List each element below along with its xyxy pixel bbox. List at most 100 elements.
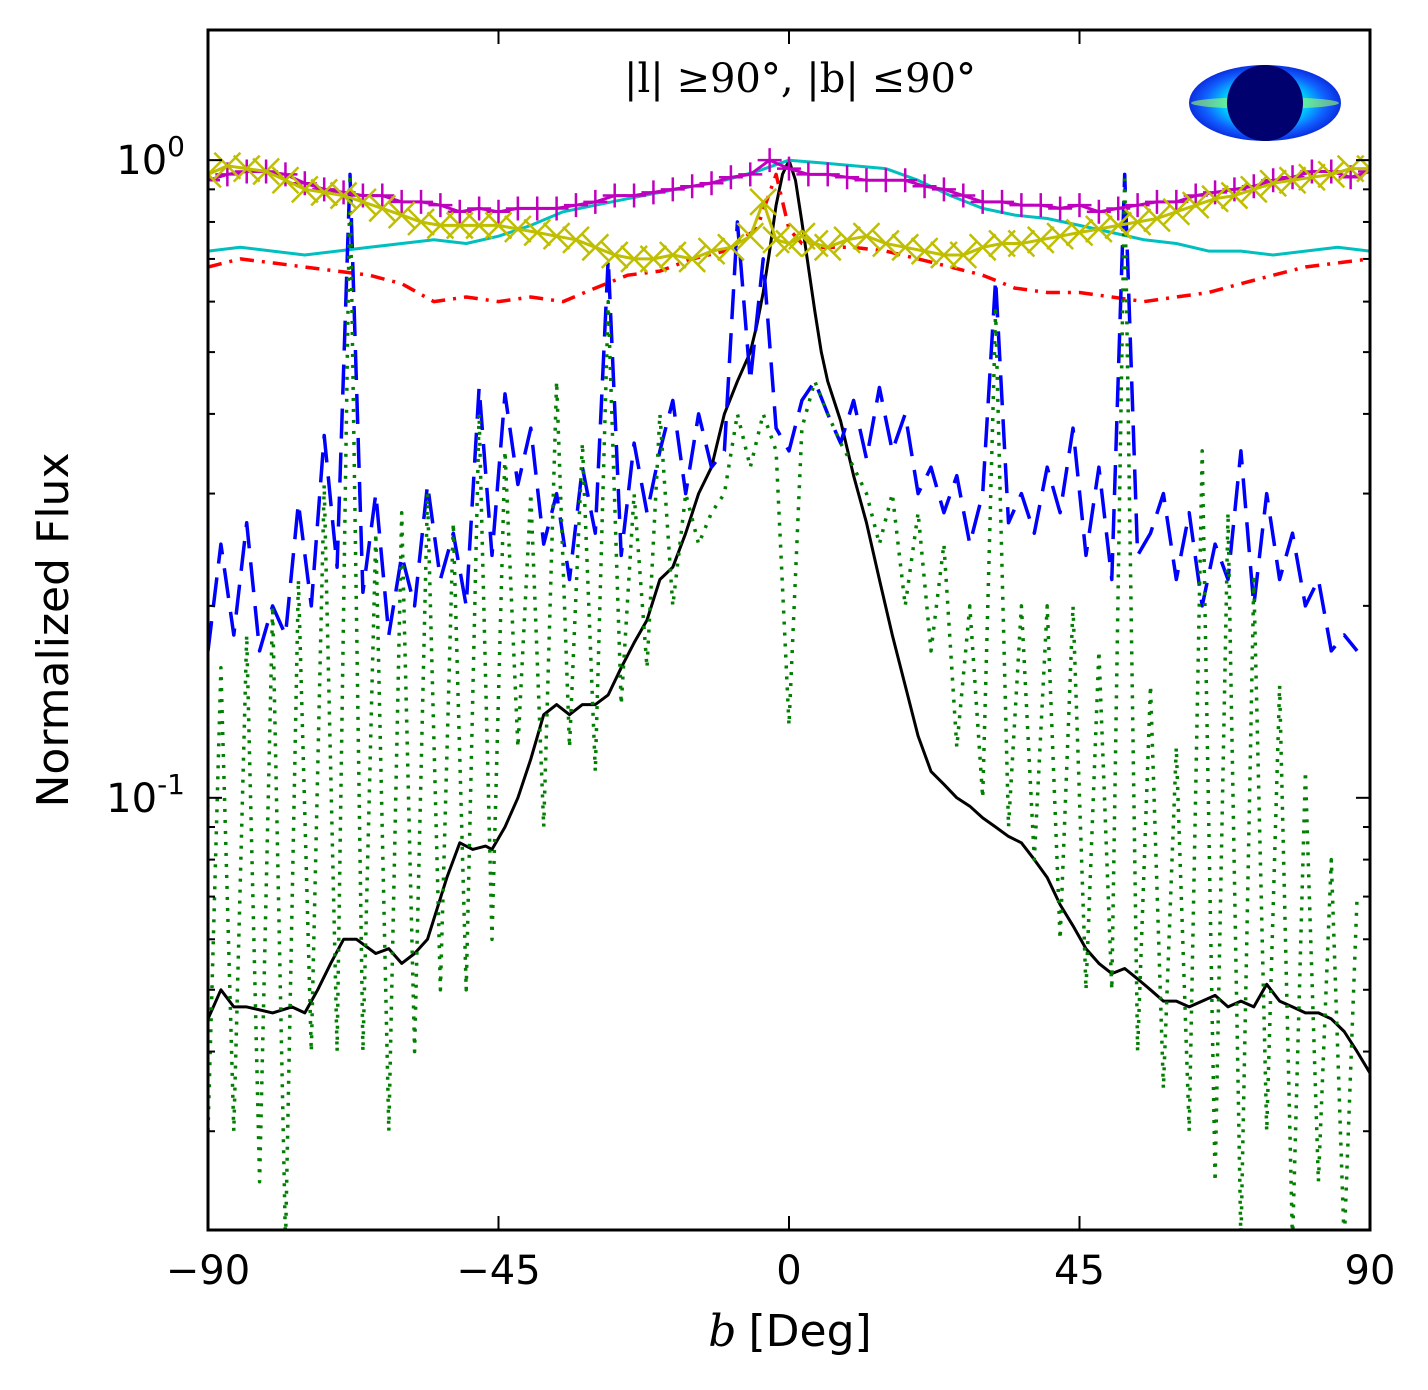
plus-marker	[815, 162, 840, 187]
plus-marker	[1358, 159, 1370, 184]
x-tick-labels: −90 −45 0 45 90	[166, 1248, 1396, 1294]
y-tick-exponent: 0	[167, 130, 185, 163]
x-marker	[426, 211, 455, 240]
x-tick-label: 45	[1054, 1248, 1105, 1294]
plus-marker	[447, 199, 472, 224]
plus-marker	[428, 193, 453, 218]
plus-marker	[583, 189, 608, 214]
plus-marker	[312, 177, 337, 202]
x-tick-label: 0	[776, 1248, 801, 1294]
plus-marker	[912, 174, 937, 199]
x-marker	[387, 201, 416, 229]
x-tick-label: −90	[166, 1248, 250, 1294]
plus-marker	[292, 171, 317, 196]
plus-marker	[1222, 177, 1247, 202]
plus-marker	[544, 196, 569, 221]
plus-marker	[622, 183, 647, 208]
y-tick-label: 100	[116, 130, 185, 184]
x-marker	[562, 225, 590, 254]
x-axis-variable: b	[708, 1306, 736, 1357]
x-marker	[891, 233, 920, 262]
series-line-black-solid	[208, 158, 1370, 1074]
x-marker	[788, 222, 816, 251]
x-marker	[910, 237, 939, 266]
x-marker	[813, 233, 842, 262]
sky-map-inset	[1189, 65, 1341, 141]
plus-marker	[893, 168, 918, 193]
plus-marker	[467, 196, 492, 221]
series-line-red-dashdot	[208, 172, 1370, 304]
y-axis-label: Normalized Flux	[28, 453, 79, 808]
x-marker	[775, 229, 803, 258]
plus-marker	[1028, 193, 1053, 218]
plus-marker	[273, 162, 298, 187]
sky-map-mask	[1227, 65, 1303, 141]
x-tick-label: −45	[456, 1248, 540, 1294]
x-marker	[368, 194, 397, 223]
plus-marker	[835, 165, 860, 190]
x-tick-label: 90	[1345, 1248, 1396, 1294]
series-red-dashdot	[208, 172, 1370, 304]
plus-marker	[1261, 168, 1286, 193]
plus-marker	[409, 189, 434, 214]
x-marker	[717, 233, 745, 262]
plus-marker	[208, 168, 220, 193]
series-layer	[208, 148, 1370, 1230]
plus-marker	[990, 189, 1015, 214]
x-marker	[1220, 181, 1249, 210]
x-marker	[658, 241, 687, 269]
y-tick-exponent: -1	[157, 768, 185, 801]
chart-title: |l| ≥90°, |b| ≤90°	[624, 56, 976, 102]
x-axis-unit: [Deg]	[748, 1306, 871, 1357]
x-marker	[678, 245, 707, 273]
plus-marker	[1125, 193, 1150, 218]
plus-marker	[660, 177, 685, 202]
plus-marker	[699, 171, 724, 196]
plus-marker	[1280, 165, 1305, 190]
x-marker	[1181, 191, 1210, 220]
x-marker	[349, 188, 377, 216]
x-marker	[736, 222, 765, 251]
plus-marker	[641, 180, 666, 205]
x-marker	[930, 241, 958, 269]
plus-marker	[370, 183, 395, 208]
plus-marker	[1106, 196, 1131, 221]
plus-marker	[757, 148, 782, 173]
x-marker	[252, 157, 280, 186]
plus-marker	[1067, 193, 1092, 218]
plus-marker	[486, 199, 511, 224]
x-marker	[329, 181, 358, 210]
plus-marker	[680, 174, 705, 199]
plot-frame	[206, 28, 1372, 1232]
plus-marker	[931, 177, 956, 202]
x-marker	[581, 233, 610, 262]
plus-marker	[1048, 196, 1073, 221]
plus-marker	[331, 180, 356, 205]
plus-marker	[951, 183, 976, 208]
x-marker	[1317, 160, 1346, 189]
plus-marker	[1086, 199, 1111, 224]
x-axis-label: b [Deg]	[708, 1306, 871, 1357]
x-marker	[271, 166, 300, 195]
x-marker	[465, 211, 494, 240]
x-marker	[749, 188, 778, 216]
y-tick-base: 10	[116, 138, 167, 184]
x-marker	[445, 211, 474, 240]
plus-marker	[738, 162, 763, 187]
x-marker	[1162, 197, 1191, 226]
x-marker	[852, 222, 881, 251]
x-marker	[949, 241, 978, 269]
series-yellow-x	[208, 151, 1370, 273]
plus-marker	[777, 156, 801, 181]
x-marker	[639, 245, 668, 273]
y-tick-label: 10-1	[106, 768, 185, 822]
plot-background	[208, 30, 1370, 1230]
plus-marker	[1164, 189, 1189, 214]
x-marker	[697, 237, 726, 266]
plus-marker	[718, 165, 743, 190]
x-marker	[208, 160, 222, 189]
x-marker	[600, 241, 629, 269]
series-black-solid	[208, 158, 1370, 1074]
x-marker	[988, 229, 1016, 258]
